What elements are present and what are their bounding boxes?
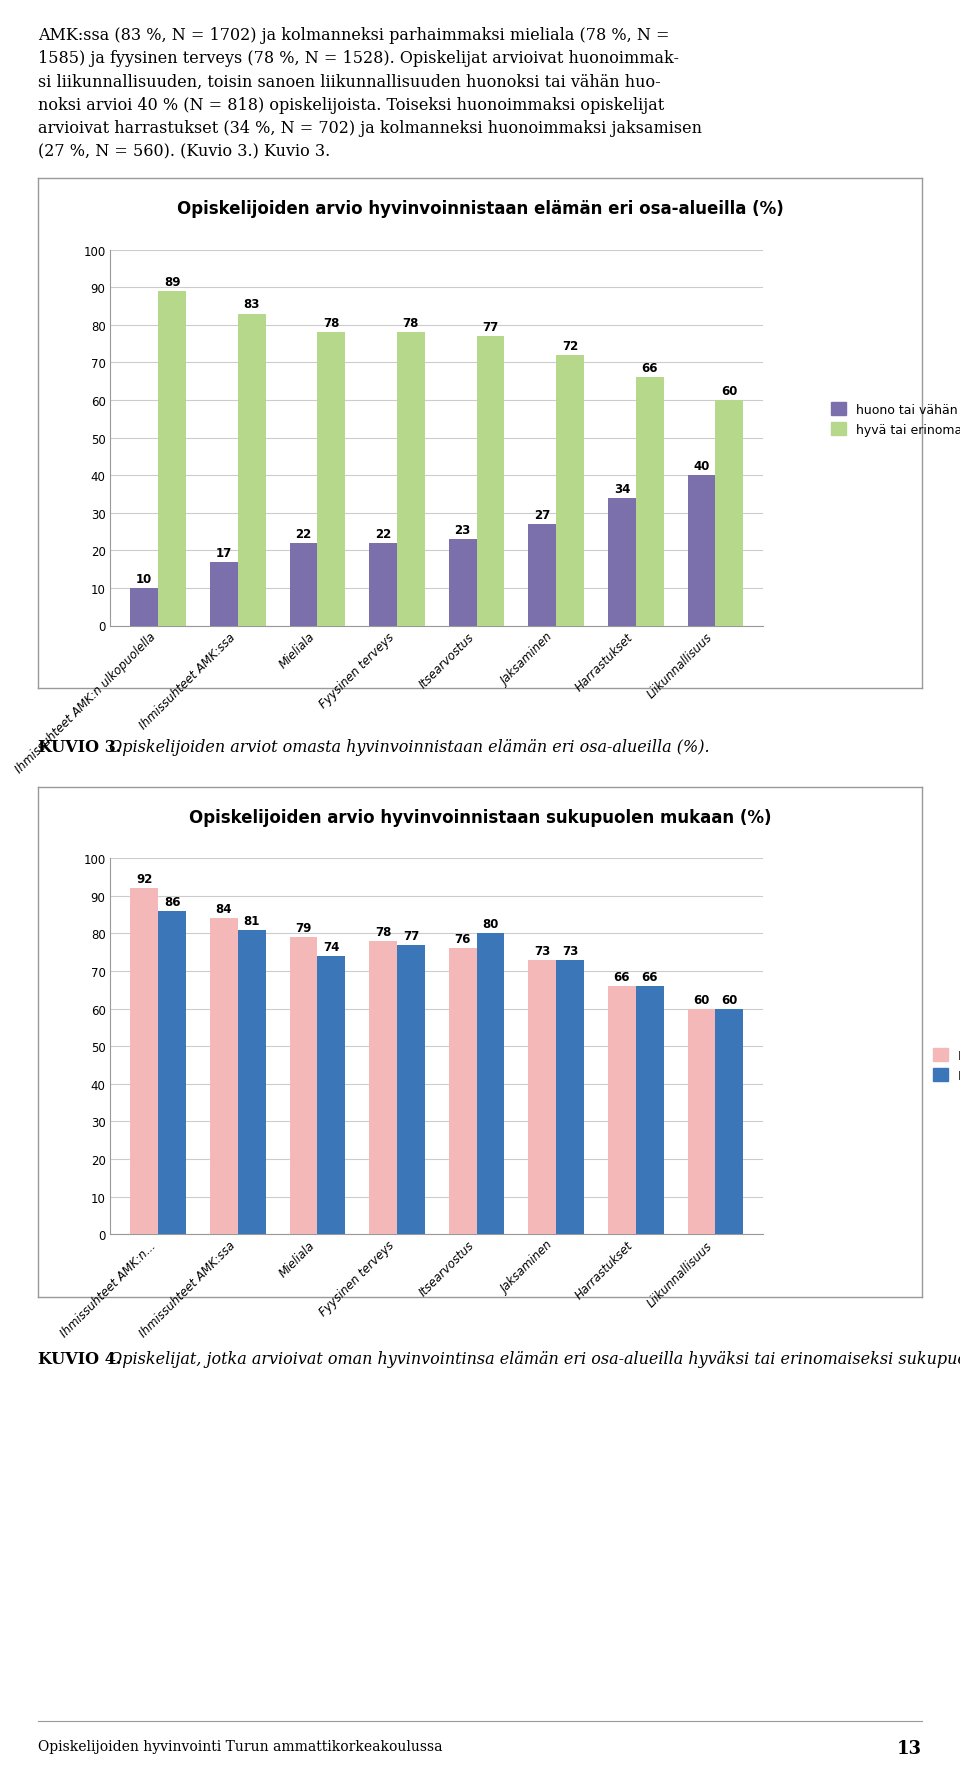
Bar	[238, 930, 266, 1234]
Bar	[210, 562, 238, 626]
Text: 27: 27	[534, 508, 550, 522]
Text: 79: 79	[296, 921, 312, 934]
Bar	[528, 961, 556, 1234]
Text: 78: 78	[374, 925, 392, 939]
Bar	[397, 333, 425, 626]
Bar	[131, 589, 158, 626]
Bar	[238, 315, 266, 626]
Bar	[476, 336, 504, 626]
Bar	[448, 948, 476, 1234]
Text: Opiskelijoiden arviot omasta hyvinvoinnistaan elämän eri osa-alueilla (%).: Opiskelijoiden arviot omasta hyvinvoinni…	[104, 739, 709, 755]
Bar	[370, 941, 397, 1234]
Text: 73: 73	[562, 945, 578, 957]
Text: Opiskelijoiden hyvinvointi Turun ammattikorkeakoulussa: Opiskelijoiden hyvinvointi Turun ammatti…	[38, 1739, 443, 1753]
Bar	[528, 524, 556, 626]
Bar	[608, 499, 636, 626]
Text: 13: 13	[897, 1739, 922, 1757]
Text: KUVIO 3.: KUVIO 3.	[38, 739, 122, 755]
Bar	[715, 1009, 743, 1234]
Text: 22: 22	[296, 528, 312, 540]
Bar	[715, 401, 743, 626]
Text: 34: 34	[613, 483, 630, 496]
Bar	[318, 957, 346, 1234]
Bar	[636, 986, 663, 1234]
Text: Opiskelijoiden arvio hyvinvoinnistaan elämän eri osa-alueilla (%): Opiskelijoiden arvio hyvinvoinnistaan el…	[177, 200, 783, 218]
Bar	[608, 986, 636, 1234]
Bar	[318, 333, 346, 626]
Text: 40: 40	[693, 460, 709, 472]
Bar	[290, 937, 318, 1234]
Text: 22: 22	[375, 528, 391, 540]
Text: 72: 72	[562, 340, 578, 352]
Text: Opiskelijat, jotka arvioivat oman hyvinvointinsa elämän eri osa-alueilla hyväksi: Opiskelijat, jotka arvioivat oman hyvinv…	[104, 1351, 960, 1367]
Bar	[687, 1009, 715, 1234]
Text: 66: 66	[641, 361, 658, 376]
Bar	[476, 934, 504, 1234]
Bar	[636, 377, 663, 626]
Text: 83: 83	[244, 299, 260, 311]
Text: 60: 60	[721, 993, 737, 1005]
Text: AMK:ssa (83 %, N = 1702) ja kolmanneksi parhaimmaksi mieliala (78 %, N =: AMK:ssa (83 %, N = 1702) ja kolmanneksi …	[38, 27, 670, 43]
Text: si liikunnallisuuden, toisin sanoen liikunnallisuuden huonoksi tai vähän huo-: si liikunnallisuuden, toisin sanoen liik…	[38, 73, 661, 89]
Bar	[556, 961, 584, 1234]
Text: 77: 77	[403, 928, 420, 943]
Text: 84: 84	[216, 903, 232, 916]
Legend: Naiset, Miehet: Naiset, Miehet	[927, 1043, 960, 1088]
Bar	[158, 292, 186, 626]
Text: 60: 60	[721, 385, 737, 397]
Text: 66: 66	[613, 970, 630, 984]
Text: 80: 80	[482, 918, 499, 930]
Bar	[158, 911, 186, 1234]
Text: 10: 10	[136, 572, 153, 585]
Text: 76: 76	[454, 932, 470, 946]
Bar	[131, 889, 158, 1234]
Legend: huono tai vähän huono, hyvä tai erinomainen: huono tai vähän huono, hyvä tai erinomai…	[826, 397, 960, 442]
Text: (27 %, N = 560). (Kuvio 3.) Kuvio 3.: (27 %, N = 560). (Kuvio 3.) Kuvio 3.	[38, 143, 330, 159]
Bar	[210, 920, 238, 1234]
Text: 66: 66	[641, 970, 658, 984]
Text: 1585) ja fyysinen terveys (78 %, N = 1528). Opiskelijat arvioivat huonoimmak-: 1585) ja fyysinen terveys (78 %, N = 152…	[38, 50, 680, 66]
Bar	[556, 356, 584, 626]
Text: 74: 74	[324, 941, 340, 954]
Text: 73: 73	[534, 945, 550, 957]
Text: 60: 60	[693, 993, 709, 1005]
Bar	[290, 544, 318, 626]
Text: 86: 86	[164, 894, 180, 909]
Bar	[370, 544, 397, 626]
Text: Opiskelijoiden arvio hyvinvoinnistaan sukupuolen mukaan (%): Opiskelijoiden arvio hyvinvoinnistaan su…	[189, 809, 771, 827]
Text: 89: 89	[164, 276, 180, 288]
Text: 17: 17	[216, 546, 232, 560]
Bar	[687, 476, 715, 626]
Text: 78: 78	[403, 317, 420, 331]
Text: arvioivat harrastukset (34 %, N = 702) ja kolmanneksi huonoimmaksi jaksamisen: arvioivat harrastukset (34 %, N = 702) j…	[38, 120, 703, 136]
Bar	[397, 945, 425, 1234]
Text: KUVIO 4.: KUVIO 4.	[38, 1351, 122, 1367]
Text: noksi arvioi 40 % (N = 818) opiskelijoista. Toiseksi huonoimmaksi opiskelijat: noksi arvioi 40 % (N = 818) opiskelijois…	[38, 97, 664, 113]
Text: 78: 78	[324, 317, 340, 331]
Text: 77: 77	[483, 320, 498, 335]
Bar	[448, 540, 476, 626]
Text: 92: 92	[136, 873, 153, 886]
Text: 81: 81	[244, 914, 260, 927]
Text: 23: 23	[454, 524, 470, 537]
